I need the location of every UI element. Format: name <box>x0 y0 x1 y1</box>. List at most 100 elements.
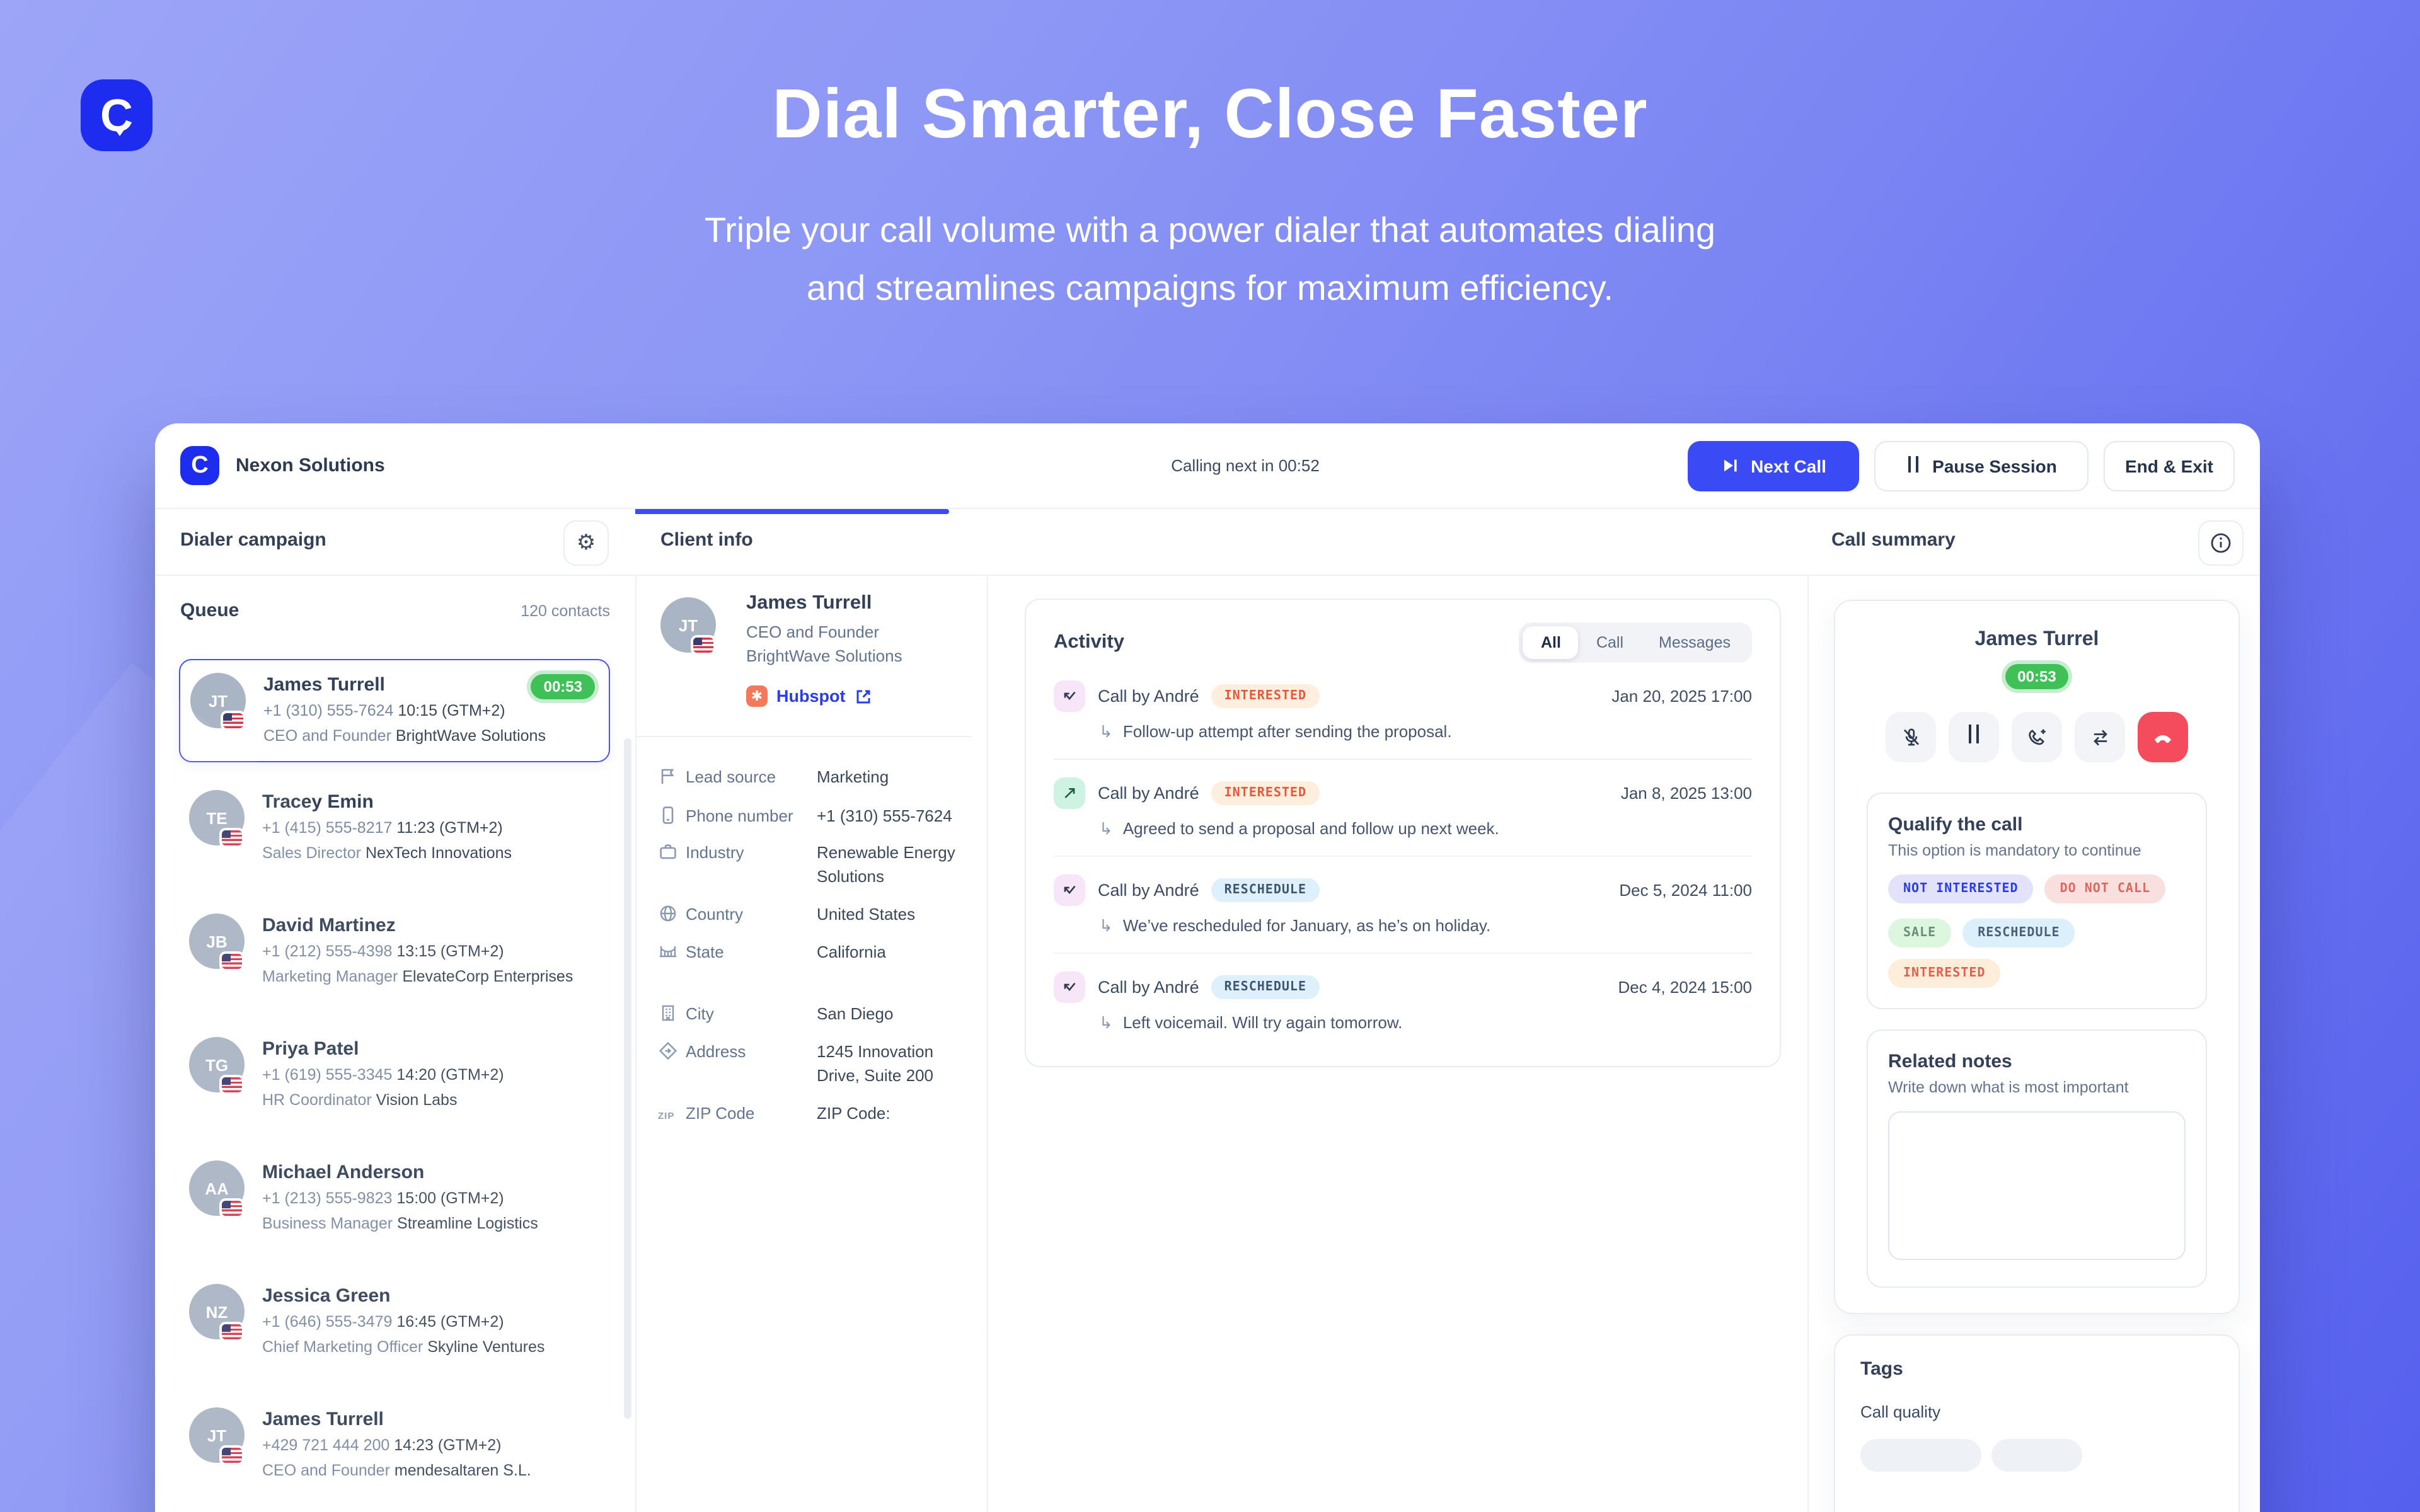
call-missed-icon <box>1054 680 1085 712</box>
app-window: C Nexon Solutions Calling next in 00:52 … <box>155 423 2260 1512</box>
gear-icon: ⚙ <box>576 530 596 556</box>
notes-textarea[interactable] <box>1888 1111 2186 1260</box>
avatar: JB <box>189 914 245 969</box>
qualify-option-interested[interactable]: INTERESTED <box>1888 959 2001 988</box>
qualify-option-do-not-call[interactable]: DO NOT CALL <box>2044 874 2166 903</box>
phone-down-icon <box>2152 726 2174 748</box>
queue-contact-card[interactable]: JT James Turrell +429 721 444 200 14:23 … <box>179 1395 610 1498</box>
contact-company: ElevateCorp Enterprises <box>402 968 573 985</box>
phone-plus-icon <box>2026 726 2048 748</box>
call-summary-info-button[interactable] <box>2198 520 2244 566</box>
call-missed-icon <box>1054 874 1085 906</box>
queue-contact-card-active[interactable]: JT James Turrell +1 (310) 555-7624 10:15… <box>179 659 610 762</box>
tab-all[interactable]: All <box>1523 626 1579 659</box>
dialer-campaign-title: Dialer campaign <box>180 529 326 551</box>
tag-pill[interactable] <box>1860 1439 1981 1472</box>
field-zip-code: ZIP ZIP Code ZIP Code: <box>658 1101 968 1125</box>
field-lead-source: Lead source Marketing <box>658 765 968 789</box>
note-arrow-icon: ↳ <box>1099 819 1113 838</box>
field-city: City San Diego <box>658 1002 968 1026</box>
avatar-initials: JT <box>208 691 228 710</box>
qualify-option-not-interested[interactable]: NOT INTERESTED <box>1888 874 2034 903</box>
client-info-title: Client info <box>660 529 753 551</box>
client-role: CEO and Founder <box>746 622 880 641</box>
mute-button[interactable] <box>1886 712 1936 762</box>
transfer-button[interactable] <box>2075 712 2125 762</box>
contact-name: James Turrell <box>262 1409 384 1430</box>
hubspot-link[interactable]: ✱ Hubspot <box>746 685 872 707</box>
logo-speech-tail <box>113 127 126 136</box>
contact-info: James Turrell +429 721 444 200 14:23 (GT… <box>262 1406 597 1483</box>
field-label: Lead source <box>686 767 776 786</box>
us-flag-icon <box>222 954 242 969</box>
note-arrow-icon: ↳ <box>1099 722 1113 741</box>
call-timer-badge: 00:53 <box>531 674 595 699</box>
related-notes-card: Related notes Write down what is most im… <box>1867 1029 2207 1288</box>
tab-call[interactable]: Call <box>1596 634 1624 651</box>
client-role-company: CEO and Founder BrightWave Solutions <box>746 620 902 668</box>
contact-role: Marketing Manager <box>262 968 398 985</box>
qualify-subtitle: This option is mandatory to continue <box>1888 842 2141 859</box>
next-call-button[interactable]: Next Call <box>1688 440 1859 491</box>
queue-contact-card[interactable]: NZ Jessica Green +1 (646) 555-3479 16:45… <box>179 1271 610 1375</box>
us-flag-icon <box>222 830 242 845</box>
hangup-button[interactable] <box>2138 712 2188 762</box>
queue-contact-card[interactable]: AA Michael Anderson +1 (213) 555-9823 15… <box>179 1148 610 1251</box>
contact-info: David Martinez +1 (212) 555-4398 13:15 (… <box>262 912 597 989</box>
qualify-options-row-2: SALE RESCHEDULE INTERESTED <box>1888 919 2186 988</box>
contact-local-time: 14:20 (GTM+2) <box>396 1066 504 1084</box>
qualify-option-reschedule[interactable]: RESCHEDULE <box>1962 919 2075 948</box>
smartphone-icon <box>658 804 686 828</box>
tag-pill[interactable] <box>1991 1439 2082 1472</box>
entry-date: Dec 5, 2024 11:00 <box>1619 881 1752 900</box>
company-name: Nexon Solutions <box>236 455 385 476</box>
us-flag-icon <box>222 1324 242 1339</box>
tags-group-label: Call quality <box>1860 1402 1941 1421</box>
note-arrow-icon: ↳ <box>1099 916 1113 935</box>
avatar-initials: JB <box>206 932 228 951</box>
tab-messages[interactable]: Messages <box>1659 634 1731 651</box>
entry-title: Call by André <box>1098 687 1199 706</box>
hold-button[interactable] <box>1949 712 1999 762</box>
add-call-button[interactable] <box>2012 712 2062 762</box>
contact-role: CEO and Founder <box>262 1462 390 1479</box>
avatar-initials: JT <box>678 616 698 634</box>
us-flag-icon <box>223 713 243 728</box>
queue-contact-card[interactable]: TE Tracey Emin +1 (415) 555-8217 11:23 (… <box>179 777 610 881</box>
summary-call-timer: 00:53 <box>2005 664 2069 689</box>
qualify-title: Qualify the call <box>1888 814 2023 835</box>
entry-note: We’ve rescheduled for January, as he’s o… <box>1122 916 1491 935</box>
us-flag-icon <box>222 1077 242 1092</box>
signpost-icon <box>658 1040 686 1087</box>
queue-scrollbar[interactable] <box>624 738 631 1419</box>
queue-contact-card[interactable]: JB David Martinez +1 (212) 555-4398 13:1… <box>179 901 610 1004</box>
entry-title: Call by André <box>1098 784 1199 803</box>
contact-local-time: 10:15 (GTM+2) <box>398 702 505 719</box>
campaign-settings-button[interactable]: ⚙ <box>563 520 609 566</box>
field-label: Address <box>686 1042 746 1061</box>
info-icon <box>2210 532 2232 554</box>
contact-phone: +429 721 444 200 <box>262 1436 390 1454</box>
contact-role: Sales Director <box>262 844 361 862</box>
calling-next-countdown: Calling next in 00:52 <box>1171 456 1320 475</box>
pause-session-button[interactable]: Pause Session <box>1874 440 2089 491</box>
contact-phone: +1 (310) 555-7624 <box>263 702 394 719</box>
field-country: Country United States <box>658 902 968 926</box>
pause-session-label: Pause Session <box>1932 455 2057 476</box>
contact-info: James Turrell +1 (310) 555-7624 10:15 (G… <box>263 672 596 748</box>
end-exit-button[interactable]: End & Exit <box>2104 440 2235 491</box>
queue-label: Queue <box>180 600 239 621</box>
client-section-divider <box>635 736 972 737</box>
field-label: Country <box>686 905 744 924</box>
header-actions: Next Call Pause Session End & Exit <box>1688 440 2235 491</box>
related-notes-title: Related notes <box>1888 1051 2012 1072</box>
queue-contact-card[interactable]: TG Priya Patel +1 (619) 555-3345 14:20 (… <box>179 1024 610 1128</box>
avatar: AA <box>189 1160 245 1216</box>
activity-title: Activity <box>1054 631 1124 653</box>
contact-phone: +1 (619) 555-3345 <box>262 1066 393 1084</box>
contact-role: Business Manager <box>262 1215 393 1232</box>
qualify-option-sale[interactable]: SALE <box>1888 919 1952 948</box>
transfer-arrows-icon <box>2089 726 2111 748</box>
pause-icon <box>1966 724 1981 750</box>
contact-role: CEO and Founder <box>263 727 391 745</box>
